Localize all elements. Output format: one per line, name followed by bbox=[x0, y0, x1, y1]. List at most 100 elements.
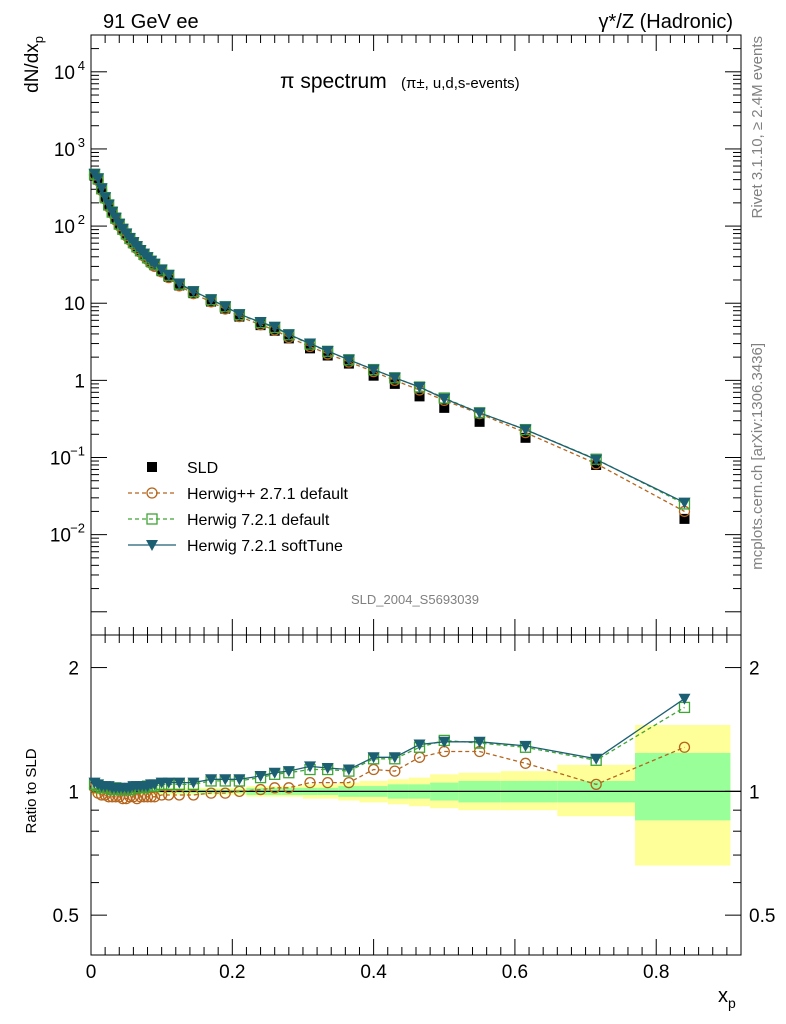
ratio-y-tick-label-left: 2 bbox=[68, 659, 79, 680]
herwig7-softtune-line bbox=[93, 173, 685, 504]
main-y-axis-label: dN/dxp bbox=[22, 36, 46, 93]
herwig7-softtune-point bbox=[268, 321, 281, 333]
herwig7-softtune-point bbox=[187, 286, 200, 298]
ratio-herwigpp-default-point bbox=[389, 765, 401, 777]
ratio-herwig7-softtune-point bbox=[205, 774, 218, 786]
ratio-herwigpp-default-point bbox=[590, 778, 602, 791]
analysis-id: SLD_2004_S5693039 bbox=[351, 592, 479, 607]
ratio-herwig7-softtune-point bbox=[233, 774, 246, 786]
ratio-herwigpp-default-point bbox=[148, 791, 161, 803]
x-tick-label: 0 bbox=[86, 962, 97, 983]
legend-label-herwig7-default: Herwig 7.2.1 default bbox=[187, 512, 330, 529]
ratio-herwigpp-default-point bbox=[269, 782, 281, 794]
ratio-herwigpp-default-line bbox=[93, 746, 685, 800]
sld-data-point bbox=[368, 370, 379, 381]
ratio-herwig7-softtune-point bbox=[173, 777, 186, 789]
mcplots-label: mcplots.cern.ch [arXiv:1306.3436] bbox=[749, 343, 766, 570]
header-left: 91 GeV ee bbox=[103, 11, 199, 33]
y-tick-label: 1 bbox=[74, 371, 85, 392]
herwig7-softtune-point bbox=[219, 301, 232, 313]
sld-data-point bbox=[439, 402, 450, 413]
ratio-herwig7-softtune-point bbox=[282, 766, 295, 778]
herwig7-softtune-point bbox=[342, 354, 355, 366]
main-plot-series bbox=[88, 168, 691, 524]
herwig7-softtune-point bbox=[173, 278, 186, 290]
ratio-herwig7-softtune-point bbox=[438, 736, 451, 748]
herwig7-softtune-point bbox=[388, 372, 401, 384]
y-tick-label: 10 bbox=[54, 63, 75, 84]
legend-label-herwig7-softtune: Herwig 7.2.1 softTune bbox=[187, 538, 343, 555]
sld-data-point bbox=[389, 378, 400, 389]
ratio-herwigpp-default-point bbox=[367, 763, 380, 776]
ratio-herwigpp-default-point bbox=[283, 782, 295, 794]
herwig7-softtune-point bbox=[148, 258, 161, 270]
herwig7-softtune-point bbox=[99, 192, 112, 204]
legend-marker-herwigpp-default bbox=[146, 487, 158, 499]
ratio-herwig7-softtune-point bbox=[413, 739, 426, 751]
ratio-herwigpp-default-point bbox=[343, 776, 355, 789]
ratio-plot-series bbox=[88, 693, 741, 805]
herwig7-softtune-point bbox=[205, 294, 218, 306]
ratio-herwigpp-default-point bbox=[304, 776, 316, 789]
ratio-herwigpp-default-point bbox=[519, 757, 532, 769]
herwig7-softtune-point bbox=[590, 454, 603, 466]
ratio-herwigpp-default-point bbox=[322, 776, 334, 789]
ratio-herwig7-softtune-point bbox=[187, 777, 200, 789]
x-tick-label: 0.6 bbox=[502, 962, 528, 983]
herwig7-softtune-point bbox=[304, 338, 317, 350]
y-tick-label: 10 bbox=[54, 217, 75, 238]
herwig7-softtune-point bbox=[109, 212, 122, 224]
ratio-herwig7-softtune-point bbox=[678, 693, 691, 705]
y-tick-exponent: −1 bbox=[70, 444, 85, 459]
ratio-herwig7-softtune-point bbox=[254, 770, 267, 782]
ratio-y-tick-label-left: 0.5 bbox=[53, 906, 79, 927]
ratio-y-tick-label-right: 2 bbox=[749, 659, 760, 680]
ratio-herwig7-softtune-point bbox=[304, 761, 317, 773]
herwig7-softtune-point bbox=[95, 183, 108, 195]
y-tick-label: 10 bbox=[54, 140, 75, 161]
ratio-y-tick-label-left: 1 bbox=[68, 782, 79, 803]
herwig7-softtune-point bbox=[92, 173, 105, 185]
herwig7-softtune-point bbox=[162, 269, 175, 281]
herwig7-softtune-point bbox=[413, 382, 426, 394]
sld-data-point bbox=[474, 416, 485, 427]
ratio-herwig7-softtune-point bbox=[367, 752, 380, 764]
ratio-herwigpp-default-point bbox=[254, 783, 267, 796]
herwig7-softtune-point bbox=[438, 393, 451, 405]
ratio-y-tick-label-right: 0.5 bbox=[749, 906, 775, 927]
ratio-herwigpp-default-point bbox=[145, 791, 157, 803]
x-tick-label: 0.8 bbox=[643, 962, 669, 983]
ratio-herwig7-softtune-point bbox=[590, 753, 603, 765]
uncertainty-band-inner bbox=[635, 752, 731, 821]
legend-marker-herwig7-default bbox=[146, 513, 158, 525]
ratio-y-tick-label-right: 1 bbox=[749, 782, 760, 803]
ratio-herwig7-softtune-point bbox=[519, 740, 532, 752]
herwig7-softtune-point bbox=[155, 264, 168, 276]
y-tick-exponent: 4 bbox=[78, 58, 85, 73]
x-axis-label: xp bbox=[718, 985, 736, 1011]
herwig7-softtune-point bbox=[254, 317, 267, 329]
ratio-herwig7-softtune-point bbox=[321, 762, 334, 774]
herwig7-softtune-point bbox=[367, 364, 380, 376]
legend: SLD Herwig++ 2.7.1 default Herwig 7.2.1 de… bbox=[128, 460, 349, 555]
herwig7-softtune-point bbox=[102, 199, 115, 211]
y-tick-label: 10 bbox=[50, 526, 71, 547]
y-tick-exponent: 3 bbox=[78, 135, 85, 150]
y-tick-exponent: −2 bbox=[70, 521, 85, 536]
ratio-herwig7-softtune-point bbox=[342, 764, 355, 776]
herwig7-softtune-point bbox=[106, 206, 119, 218]
ratio-herwig7-softtune-point bbox=[162, 777, 175, 789]
sld-data-point bbox=[414, 391, 425, 402]
plot-title-suffix: (π±, u,d,s-events) bbox=[401, 75, 520, 92]
ratio-y-axis-label: Ratio to SLD bbox=[23, 748, 40, 833]
plot-title: π spectrum bbox=[280, 70, 387, 93]
sld-data-point bbox=[679, 513, 690, 524]
ratio-herwigpp-default-point bbox=[205, 787, 217, 799]
herwig7-softtune-point bbox=[233, 309, 246, 321]
herwig7-softtune-point bbox=[678, 497, 691, 509]
herwig7-softtune-point bbox=[519, 424, 532, 436]
y-tick-exponent: 2 bbox=[78, 212, 85, 227]
legend-marker-herwig7-softtune bbox=[146, 540, 158, 551]
header-right: γ*/Z (Hadronic) bbox=[599, 11, 733, 33]
